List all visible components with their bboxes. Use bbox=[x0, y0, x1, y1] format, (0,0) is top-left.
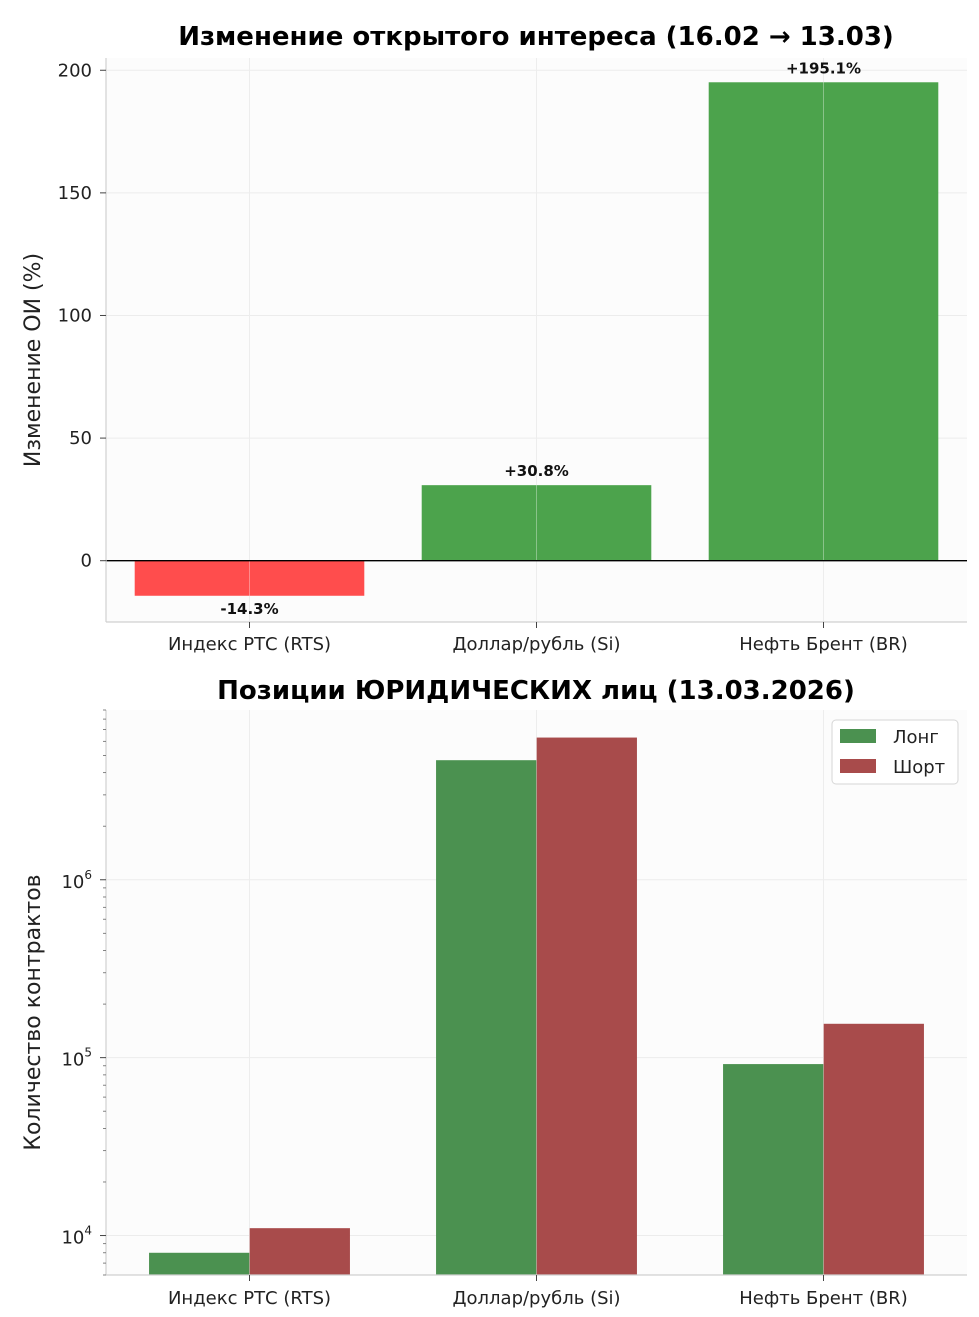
y-tick-label: 150 bbox=[58, 183, 92, 204]
chart-title: Изменение открытого интереса (16.02 → 13… bbox=[178, 22, 894, 52]
data-label: +30.8% bbox=[504, 462, 569, 480]
x-tick-label: Доллар/рубль (Si) bbox=[452, 1288, 620, 1309]
chart-oi-change: -14.3% +30.8% +195.1% 0 50 100 150 200 Индекс РТ… bbox=[21, 22, 967, 655]
x-tick-label: Доллар/рубль (Si) bbox=[452, 634, 620, 655]
y-tick-label: 105 bbox=[61, 1046, 92, 1071]
x-tick-label: Индекс РТС (RTS) bbox=[168, 1288, 331, 1309]
y-tick-label: 104 bbox=[61, 1224, 92, 1249]
bar-short bbox=[249, 1228, 350, 1275]
legend-label: Шорт bbox=[893, 757, 945, 778]
legend-swatch bbox=[840, 759, 876, 773]
bar-short bbox=[536, 737, 637, 1275]
x-tick-label: Нефть Брент (BR) bbox=[739, 1288, 908, 1309]
y-axis-label: Количество контрактов bbox=[21, 874, 46, 1150]
bar-long bbox=[436, 760, 537, 1275]
y-tick-label: 106 bbox=[61, 868, 92, 893]
legend: Лонг Шорт bbox=[831, 719, 959, 785]
y-tick-label: 50 bbox=[69, 428, 92, 449]
y-axis-label: Изменение ОИ (%) bbox=[21, 253, 46, 467]
y-tick-label: 0 bbox=[81, 551, 92, 572]
data-label: +195.1% bbox=[786, 59, 861, 77]
chart-title: Позиции ЮРИДИЧЕСКИХ лиц (13.03.2026) bbox=[217, 676, 855, 706]
chart-legal-positions: 104 105 106 Индекс РТС (RTS) Доллар/рубль (S… bbox=[21, 676, 967, 1309]
bar-long bbox=[149, 1252, 250, 1275]
data-label: -14.3% bbox=[220, 600, 278, 618]
bar-short bbox=[823, 1023, 924, 1275]
bar-long bbox=[723, 1064, 824, 1275]
y-tick-label: 200 bbox=[58, 60, 92, 81]
x-tick-label: Нефть Брент (BR) bbox=[739, 634, 908, 655]
legend-label: Лонг bbox=[893, 727, 939, 748]
bar bbox=[134, 560, 365, 596]
bar bbox=[708, 82, 939, 561]
x-tick-label: Индекс РТС (RTS) bbox=[168, 634, 331, 655]
legend-swatch bbox=[840, 729, 876, 743]
bar bbox=[421, 485, 652, 561]
y-tick-label: 100 bbox=[58, 305, 92, 326]
